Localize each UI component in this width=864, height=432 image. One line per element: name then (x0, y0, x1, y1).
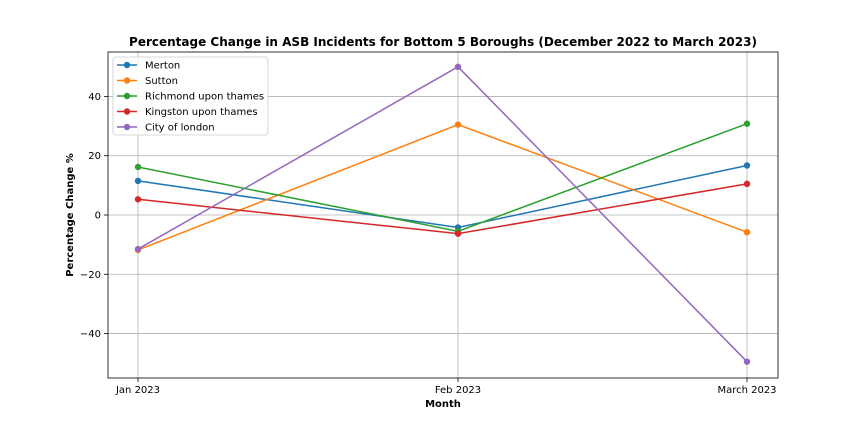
data-point (134, 177, 142, 185)
data-point (454, 230, 462, 237)
series-city-of-london (134, 63, 751, 365)
legend-swatch-marker (123, 61, 131, 69)
legend-item: City of london (117, 123, 215, 134)
data-point (743, 162, 751, 169)
series-line (137, 183, 748, 235)
data-point (454, 63, 462, 71)
legend: Merton Sutton Richmond upon thames Kingston… (112, 56, 269, 136)
data-point (743, 120, 751, 127)
legend-label: Merton (145, 61, 180, 72)
series-line (137, 123, 748, 251)
x-tick-label: March 2023 (717, 385, 776, 396)
chart-title: Percentage Change in ASB Incidents for B… (129, 35, 757, 49)
legend-box (112, 56, 269, 136)
series-lines (134, 63, 751, 365)
legend-swatch-marker (123, 92, 131, 100)
legend-label: Sutton (145, 76, 178, 87)
x-tick-label: Jan 2023 (115, 385, 160, 396)
y-tick-label: −40 (80, 329, 101, 340)
legend-item: Merton (117, 61, 180, 72)
legend-label: Kingston upon thames (145, 107, 258, 118)
y-axis-label: Percentage Change % (65, 153, 76, 277)
legend-label: City of london (145, 123, 215, 134)
y-tick-label: 0 (95, 211, 101, 222)
y-tick-label: 20 (88, 151, 101, 162)
data-point (743, 180, 751, 188)
data-point (134, 196, 142, 203)
data-point (743, 228, 751, 236)
x-axis-label: Month (425, 399, 461, 410)
series-sutton (134, 121, 751, 254)
legend-item: Kingston upon thames (117, 107, 258, 118)
series-richmond-upon-thames (134, 120, 751, 235)
legend-item: Sutton (117, 76, 178, 87)
data-point (134, 245, 142, 253)
legend-swatch-marker (123, 108, 131, 115)
axis-ticks: −40 −20 0 20 40 Jan 2023 Feb 2023 March 2023 (80, 92, 777, 396)
y-tick-label: 40 (88, 92, 101, 103)
legend-item: Richmond upon thames (117, 92, 264, 103)
series-merton (134, 162, 751, 231)
legend-swatch-marker (123, 77, 131, 84)
data-point (454, 121, 462, 128)
data-point (134, 163, 142, 171)
legend-label: Richmond upon thames (145, 92, 264, 103)
legend-swatch-marker (123, 123, 131, 131)
data-point (743, 358, 751, 365)
series-kingston-upon-thames (134, 180, 751, 237)
y-tick-label: −20 (80, 270, 101, 281)
x-tick-label: Feb 2023 (435, 385, 481, 396)
